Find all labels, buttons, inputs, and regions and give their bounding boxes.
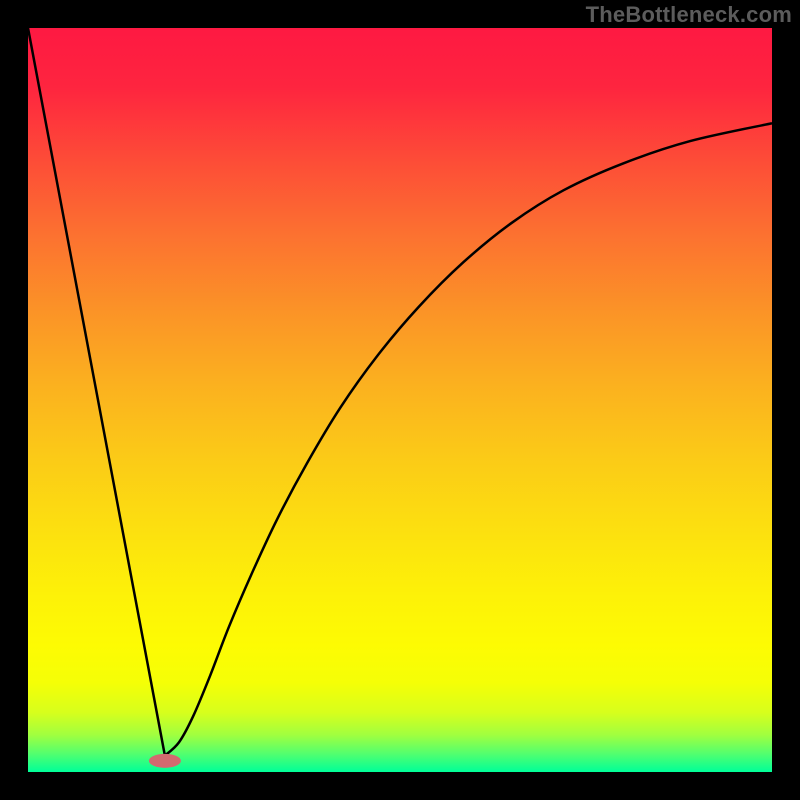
watermark-text: TheBottleneck.com	[586, 2, 792, 28]
chart-root: TheBottleneck.com	[0, 0, 800, 800]
optimal-marker	[149, 754, 181, 768]
gradient-background	[28, 28, 772, 772]
chart-svg	[0, 0, 800, 800]
